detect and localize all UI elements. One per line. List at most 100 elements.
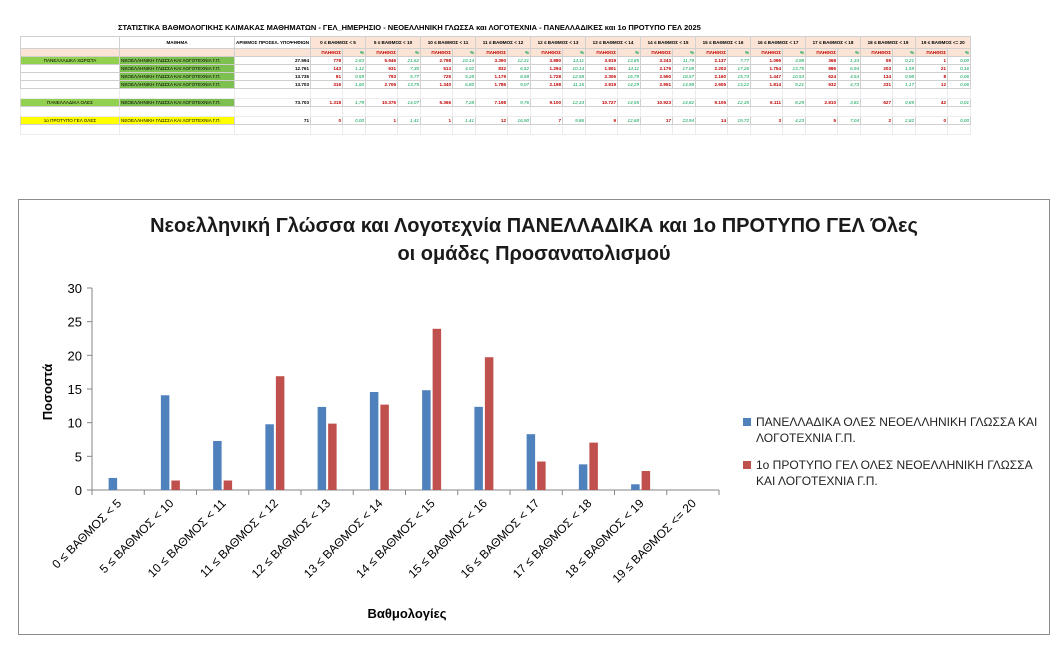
subject-cell: ΝΕΟΕΛΛΗΝΙΚΗ ΓΛΩΣΣΑ ΚΑΙ ΛΟΓΟΤΕΧΝΙΑ Γ.Π. [119, 72, 235, 81]
subheader-row: ΠΛΗΘΟΣ% ΠΛΗΘΟΣ% ΠΛΗΘΟΣ% ΠΛΗΘΟΣ% ΠΛΗΘΟΣ% ΠΛΗΘΟ… [20, 48, 972, 57]
bar-protypo [380, 404, 389, 490]
count-cell: 1 [420, 116, 454, 125]
count-cell: 9.100 [530, 98, 564, 107]
pct-cell: 12,68 [617, 116, 642, 125]
count-cell: 1.096 [750, 56, 784, 65]
empty-cell [233, 106, 312, 117]
empty-cell [860, 124, 894, 135]
pct-cell: 6,52 [507, 64, 532, 73]
count-cell: 2.160 [695, 72, 729, 81]
pct-cell: 2,82 [892, 116, 917, 125]
legend-swatch-red [743, 461, 751, 469]
count-subheader: ΠΛΗΘΟΣ [750, 48, 784, 57]
y-tick-label: 30 [68, 281, 82, 296]
count-cell: 886 [805, 64, 839, 73]
bar-protypo [589, 442, 598, 490]
pct-cell: 19,72 [727, 116, 752, 125]
empty-cell [420, 106, 454, 117]
empty-cell [837, 124, 862, 135]
bar-protypo [484, 357, 494, 490]
group-label: 1ο ΠΡΟΤΥΠΟ ΓΕΛ ΟΛΕΣ [20, 116, 120, 125]
empty-cell [837, 106, 862, 117]
empty-cell [420, 124, 454, 135]
pct-cell: 1,12 [342, 64, 367, 73]
count-cell: 10.376 [365, 98, 399, 107]
empty-cell [507, 124, 532, 135]
empty-cell [672, 88, 697, 99]
empty-cell [782, 106, 807, 117]
empty-cell [420, 88, 454, 99]
count-cell: 931 [365, 64, 399, 73]
y-axis-title: Ποσοστά [40, 364, 55, 421]
empty-cell [915, 106, 949, 117]
pct-cell: 13,22 [727, 80, 752, 89]
range-header: 14 ≤ ΒΑΘΜΟΣ < 15 [640, 36, 697, 49]
count-cell: 17 [640, 116, 674, 125]
count-cell: 1 [365, 116, 399, 125]
count-cell: 143 [310, 64, 344, 73]
table-row: 1ο ΠΡΟΤΥΠΟ ΓΕΛ ΟΛΕΣ ΝΕΟΕΛΛΗΝΙΚΗ ΓΛΩΣΣΑ ΚΑ… [20, 116, 972, 125]
pct-cell: 5,28 [452, 72, 477, 81]
count-cell: 3.819 [585, 56, 619, 65]
subject-cell: ΝΕΟΕΛΛΗΝΙΚΗ ΓΛΩΣΣΑ ΚΑΙ ΛΟΓΟΤΕΧΝΙΑ Γ.Π. [119, 56, 235, 65]
pct-cell: 7,28 [452, 98, 477, 107]
pct-cell: 0,01 [947, 98, 972, 107]
count-subheader: ΠΛΗΘΟΣ [530, 48, 564, 57]
empty-cell [119, 124, 235, 135]
spacer-row [20, 124, 972, 135]
y-tick-label: 15 [68, 382, 82, 397]
bar-protypo [275, 376, 285, 490]
pct-cell: 5,77 [397, 72, 422, 81]
candidates-count: 13.735 [233, 72, 312, 81]
empty-cell [860, 88, 894, 99]
pct-cell: 1,60 [342, 80, 367, 89]
empty-cell [782, 124, 807, 135]
empty-cell [310, 106, 344, 117]
subject-cell: ΝΕΟΕΛΛΗΝΙΚΗ ΓΛΩΣΣΑ ΚΑΙ ΛΟΓΟΤΕΧΝΙΑ Γ.Π. [119, 116, 235, 125]
pct-cell: 6,80 [452, 80, 477, 89]
empty-cell [397, 88, 422, 99]
bar-panhellenic [213, 440, 222, 490]
empty-cell [640, 124, 674, 135]
bar-panhellenic [631, 484, 640, 490]
count-cell: 231 [860, 80, 894, 89]
pct-cell: 4,23 [782, 116, 807, 125]
count-cell: 2.198 [530, 80, 564, 89]
count-cell: 9 [585, 116, 619, 125]
pct-cell: 12,35 [727, 98, 752, 107]
bar-panhellenic [265, 424, 274, 490]
pct-cell: 0,00 [947, 56, 972, 65]
count-cell: 2 [860, 116, 894, 125]
empty-cell [233, 88, 312, 99]
count-cell: 0 [310, 116, 344, 125]
empty-cell [452, 88, 477, 99]
candidates-count: 12.761 [233, 64, 312, 73]
count-cell: 0 [915, 116, 949, 125]
pct-cell: 14,55 [617, 98, 642, 107]
count-cell: 1.294 [530, 64, 564, 73]
pct-cell: 18,57 [672, 72, 697, 81]
group-label [20, 64, 120, 73]
pct-cell: 1,17 [892, 80, 917, 89]
subject-header: ΜΑΘΗΜΑ [119, 36, 235, 49]
pct-subheader: % [672, 48, 697, 57]
count-cell: 627 [860, 98, 894, 107]
count-subheader: ΠΛΗΘΟΣ [585, 48, 619, 57]
empty-cell [475, 88, 509, 99]
pct-subheader: % [617, 48, 642, 57]
pct-cell: 7,04 [837, 116, 862, 125]
pct-cell: 11,79 [672, 56, 697, 65]
empty-cell [233, 124, 312, 135]
empty-cell [915, 88, 949, 99]
table-row: ΠΑΝΕΛΛΑΔΙΚΑ ΟΛΕΣ ΝΕΟΕΛΛΗΝΙΚΗ ΓΛΩΣΣΑ ΚΑΙ Λ… [20, 98, 972, 107]
count-subheader: ΠΛΗΘΟΣ [640, 48, 674, 57]
count-header: ΑΡΙΘΜΟΣ ΠΡΟΣΕΛ. ΥΠΟΨΗΦΙΩΝ [233, 36, 312, 49]
table-row: ΝΕΟΕΛΛΗΝΙΚΗ ΓΛΩΣΣΑ ΚΑΙ ΛΟΓΟΤΕΧΝΙΑ Γ.Π. 13… [20, 80, 972, 89]
count-cell: 5 [805, 116, 839, 125]
bar-panhellenic [160, 395, 170, 490]
pct-cell: 14,11 [617, 64, 642, 73]
empty-cell [397, 124, 422, 135]
chart-title-line2: οι ομάδες Προσανατολισμού [397, 243, 671, 265]
empty-cell [805, 106, 839, 117]
range-header: 12 ≤ ΒΑΘΜΟΣ < 13 [530, 36, 587, 49]
